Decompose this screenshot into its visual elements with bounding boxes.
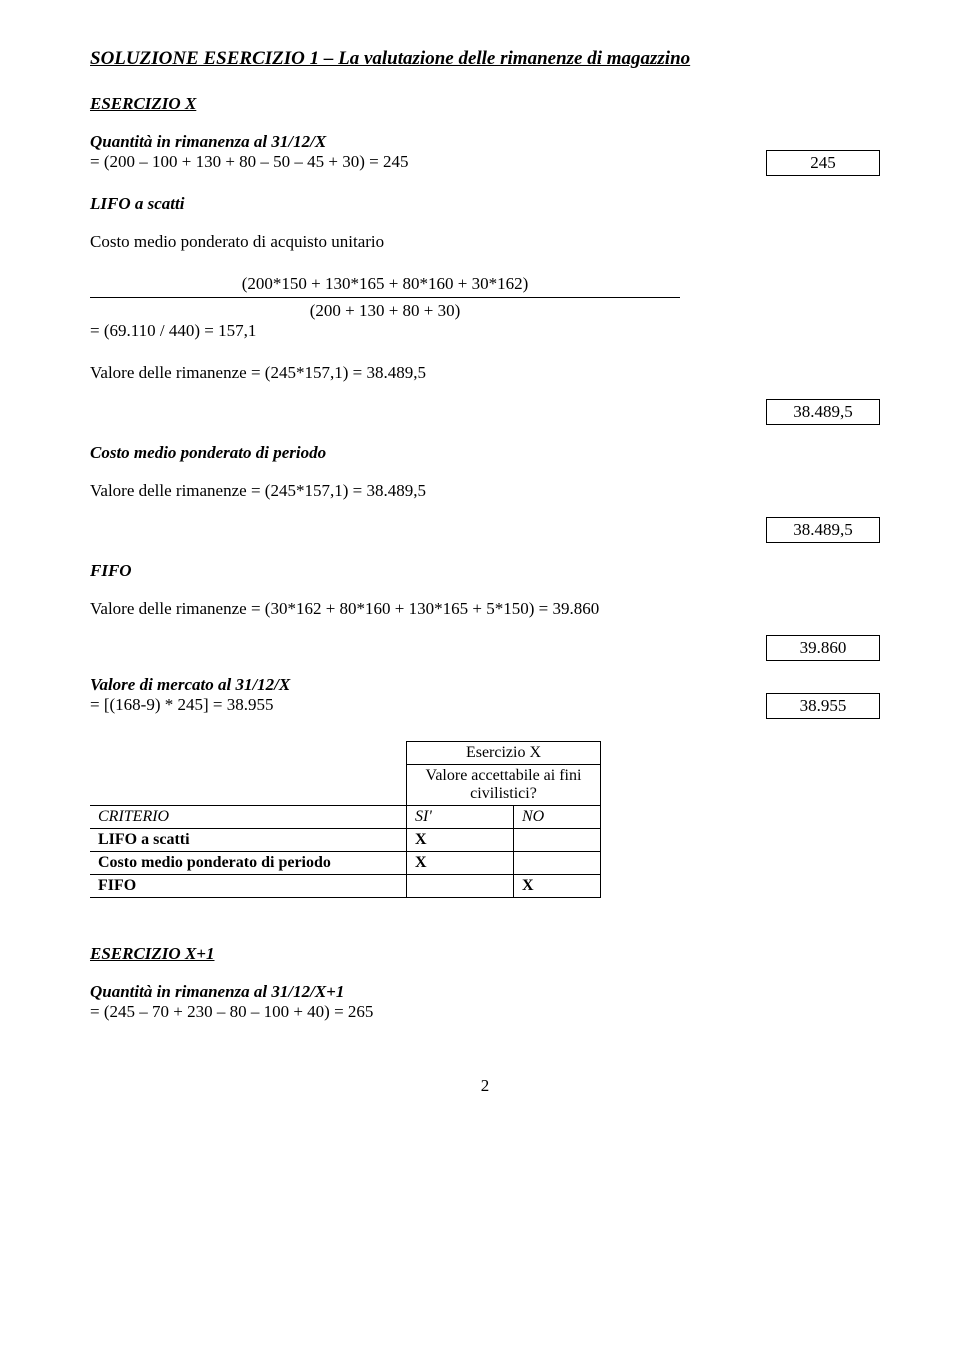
row-cmp-label: Costo medio ponderato di periodo — [90, 852, 407, 875]
col-val: Valore accettabile ai fini civilistici? — [407, 765, 601, 806]
row-lifo-si: X — [407, 829, 514, 852]
criterio-label: CRITERIO — [90, 806, 407, 829]
fraction-numerator: (200*150 + 130*165 + 80*160 + 30*162) — [90, 274, 680, 294]
page-number: 2 — [90, 1076, 880, 1096]
exercise-x1-heading: ESERCIZIO X+1 — [90, 944, 880, 964]
no-label: NO — [514, 806, 601, 829]
market-result-box: 38.955 — [766, 693, 880, 719]
cmp-heading: Costo medio ponderato di periodo — [90, 443, 880, 463]
fifo-result-box: 39.860 — [766, 635, 880, 661]
cmp-rimanenze: Valore delle rimanenze = (245*157,1) = 3… — [90, 481, 880, 501]
unit-cost-result: = (69.110 / 440) = 157,1 — [90, 321, 880, 341]
lifo-rimanenze: Valore delle rimanenze = (245*157,1) = 3… — [90, 363, 880, 383]
row-fifo-no: X — [514, 875, 601, 898]
document-title: SOLUZIONE ESERCIZIO 1 – La valutazione d… — [90, 48, 880, 70]
col-ex: Esercizio X — [407, 742, 601, 765]
lifo-heading: LIFO a scatti — [90, 194, 880, 214]
cmp-result-box: 38.489,5 — [766, 517, 880, 543]
row-lifo-no — [514, 829, 601, 852]
row-lifo-label: LIFO a scatti — [90, 829, 407, 852]
lifo-result-box: 38.489,5 — [766, 399, 880, 425]
qty-calc: = (200 – 100 + 130 + 80 – 50 – 45 + 30) … — [90, 152, 766, 172]
exercise-x-heading: ESERCIZIO X — [90, 94, 880, 114]
fraction-line — [90, 297, 680, 298]
unit-cost-label: Costo medio ponderato di acquisto unitar… — [90, 232, 880, 252]
fifo-rimanenze: Valore delle rimanenze = (30*162 + 80*16… — [90, 599, 880, 619]
fraction-denominator: (200 + 130 + 80 + 30) — [90, 301, 680, 321]
si-label: SI' — [407, 806, 514, 829]
row-cmp-si: X — [407, 852, 514, 875]
fifo-heading: FIFO — [90, 561, 880, 581]
market-calc: = [(168-9) * 245] = 38.955 — [90, 695, 766, 715]
row-cmp-no — [514, 852, 601, 875]
evaluation-table: Esercizio X Valore accettabile ai fini c… — [90, 741, 601, 898]
qty-x1-label: Quantità in rimanenza al 31/12/X+1 — [90, 982, 880, 1002]
qty-result-box: 245 — [766, 150, 880, 176]
row-fifo-si — [407, 875, 514, 898]
market-label: Valore di mercato al 31/12/X — [90, 675, 766, 695]
qty-label: Quantità in rimanenza al 31/12/X — [90, 132, 766, 152]
row-fifo-label: FIFO — [90, 875, 407, 898]
qty-x1-calc: = (245 – 70 + 230 – 80 – 100 + 40) = 265 — [90, 1002, 880, 1022]
